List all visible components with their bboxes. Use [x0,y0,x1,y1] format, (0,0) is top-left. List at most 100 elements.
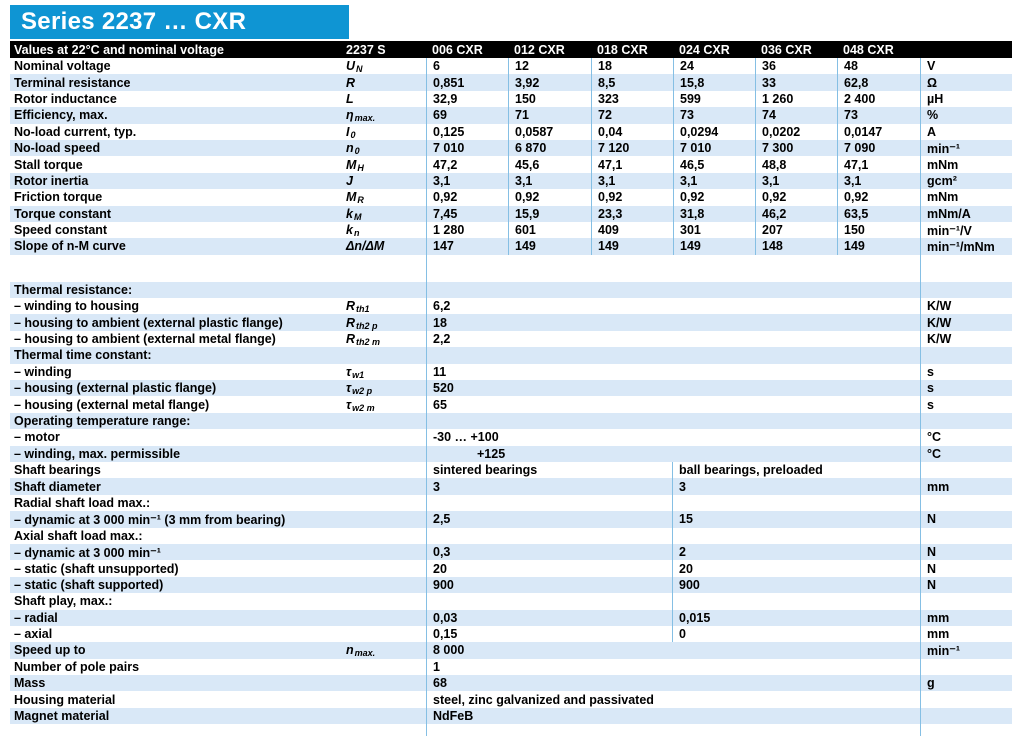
value-cell: 32,9 [426,90,508,108]
table-row: – static (shaft unsupported) 20 20 N [10,560,1012,577]
value-cell: 12 [508,58,591,75]
value-cell: 15 [672,511,920,528]
value-cell: -30 … +100 [426,429,920,446]
filler-symbol-cell [345,724,426,736]
value-cell: 149 [837,238,920,255]
symbol-subscript: max. [354,113,376,124]
table-row: Radial shaft load max.: [10,494,1012,512]
value-cell: 71 [508,107,591,124]
value-cell: 0,0587 [508,123,591,140]
symbol-subscript: w2 p [352,386,373,397]
parameter-label: Shaft bearings [14,463,101,478]
value-cell: 2 400 [837,90,920,108]
unit-cell [920,461,1012,479]
table-row: – housing to ambient (external metal fla… [10,330,1012,348]
parameter-symbol [345,593,426,609]
table-row: Slope of n-M curve Δn/ΔM 147 149 149 149 148 14… [10,238,1012,255]
parameter-label: Axial shaft load max.: [14,528,143,543]
value-cell [426,412,920,430]
value-cell: NdFeB [426,707,920,725]
parameter-symbol [345,429,426,445]
value-cell: 0,3 [426,543,672,561]
value-cell: 520 [426,380,920,397]
unit-cell [920,347,1012,364]
unit-cell [920,412,1012,430]
value-cell: 7,45 [426,205,508,222]
unit-cell [920,527,1012,544]
unit-cell: mNm [920,156,1012,173]
value-cell: 68 [426,675,920,692]
value-cell: 20 [672,560,920,577]
parameter-symbol: η max. [345,107,426,123]
value-cell: 15,9 [508,205,591,222]
value-cell: 7 010 [673,139,755,157]
value-cell: 47,1 [591,156,673,173]
parameter-label: – static (shaft unsupported) [14,561,179,576]
value-cell: 2 [672,543,920,561]
value-cell: steel, zinc galvanized and passivated [426,691,920,708]
value-cell: 3,92 [508,74,591,91]
parameter-symbol [345,626,426,642]
series-code: 2237 S [346,42,386,57]
title-banner: Series 2237 … CXR [10,5,349,39]
parameter-symbol [345,495,426,511]
value-cell: 20 [426,560,672,577]
unit-cell: °C [920,429,1012,446]
value-cell [672,593,920,610]
value-cell: 6 [426,58,508,75]
parameter-label: Friction torque [14,190,103,205]
value-cell: 72 [591,107,673,124]
symbol-base: n [346,141,354,156]
value-cell: 900 [426,576,672,594]
value-cell: 207 [755,221,837,239]
value-cell: 7 300 [755,139,837,157]
value-cell: 1 260 [755,90,837,108]
table-row: Terminal resistance R 0,851 3,92 8,5 15,8 33 62… [10,74,1012,91]
value-cell: 149 [591,238,673,255]
parameter-label: Speed constant [14,223,108,238]
value-cell: 323 [591,90,673,108]
symbol-base: k [346,206,353,221]
value-cell: 11 [426,363,920,381]
symbol-base: Δn/ΔM [346,239,385,254]
parameter-symbol: Δn/ΔM [345,238,426,254]
table-row: Number of pole pairs 1 [10,658,1012,676]
value-cell: 0,92 [508,189,591,206]
table-row: – dynamic at 3 000 min⁻¹ (3 mm from bear… [10,511,1012,528]
parameter-label: Number of pole pairs [14,659,140,674]
value-cell: 48,8 [755,156,837,173]
value-cell: 150 [508,90,591,108]
value-cell: +125 [426,445,920,462]
value-cell: 15,8 [673,74,755,91]
symbol-subscript: H [357,162,364,173]
unit-cell: mNm [920,189,1012,206]
value-cell: 0,92 [426,189,508,206]
unit-cell: s [920,380,1012,397]
value-cell: 0,92 [591,189,673,206]
column-header-018cxr: 018 CXR [597,42,648,57]
table-row: Torque constant k M 7,45 15,9 23,3 31,8 46,2 63,… [10,205,1012,222]
symbol-subscript: max. [354,648,376,659]
parameter-symbol [345,528,426,544]
parameter-symbol: R [345,74,426,90]
parameter-label: – motor [14,430,60,445]
parameter-symbol: L [345,91,426,107]
value-cell [672,527,920,544]
table-row: Nominal voltage U N 6 12 18 24 36 48 V [10,58,1012,75]
value-cell: 0,851 [426,74,508,91]
value-cell: 301 [673,221,755,239]
parameter-symbol [345,347,426,363]
value-cell: 3 [672,478,920,495]
filler-value-cell [426,724,920,737]
table-row: Speed constant k n 1 280 601 409 301 207 150 min⁻… [10,221,1012,239]
symbol-base: η [346,108,354,123]
value-cell: 147 [426,238,508,255]
table-row: Mass 68 g [10,675,1012,692]
table-row: – winding, max. permissible +125 °C [10,445,1012,462]
value-cell: sintered bearings [426,461,672,479]
parameter-label: Rotor inertia [14,173,89,188]
